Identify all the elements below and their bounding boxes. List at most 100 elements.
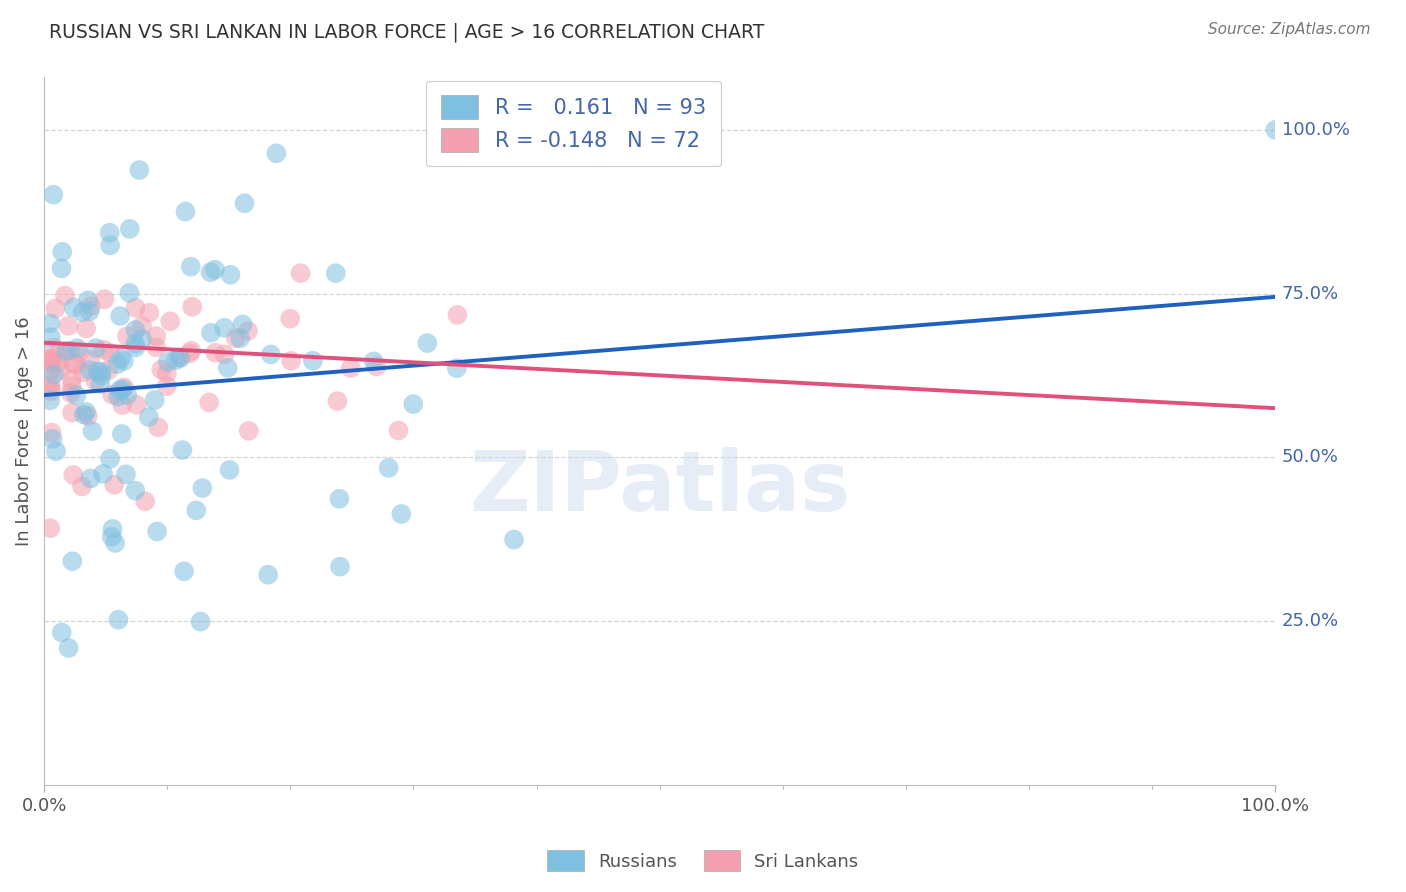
Point xyxy=(229,331,252,345)
Point xyxy=(225,331,247,345)
Point xyxy=(278,311,301,326)
Point xyxy=(329,559,352,574)
Point xyxy=(446,308,468,322)
Point xyxy=(266,146,288,161)
Point xyxy=(204,345,226,359)
Point xyxy=(190,615,212,629)
Point xyxy=(125,398,148,412)
Point xyxy=(115,329,138,343)
Point xyxy=(402,397,425,411)
Point xyxy=(98,238,121,252)
Point xyxy=(218,463,240,477)
Point xyxy=(115,388,138,402)
Point xyxy=(39,384,62,399)
Point xyxy=(79,471,101,485)
Point xyxy=(105,357,128,371)
Point xyxy=(39,353,62,368)
Point xyxy=(60,554,83,568)
Point xyxy=(232,318,254,332)
Point xyxy=(100,530,122,544)
Point xyxy=(416,336,439,351)
Point xyxy=(110,351,132,366)
Point xyxy=(53,288,76,302)
Point xyxy=(70,479,93,493)
Point xyxy=(217,360,239,375)
Point xyxy=(169,351,191,365)
Text: 100.0%: 100.0% xyxy=(1281,120,1350,139)
Point xyxy=(180,343,202,358)
Point xyxy=(39,381,62,395)
Point xyxy=(55,343,77,358)
Point xyxy=(42,368,65,382)
Point xyxy=(138,410,160,425)
Point xyxy=(1264,123,1286,137)
Point xyxy=(150,362,173,376)
Point xyxy=(111,398,134,412)
Point xyxy=(89,376,111,391)
Point xyxy=(51,625,73,640)
Point xyxy=(112,380,135,394)
Point xyxy=(77,293,100,308)
Point xyxy=(41,425,63,440)
Point xyxy=(146,524,169,539)
Legend: R =   0.161   N = 93, R = -0.148   N = 72: R = 0.161 N = 93, R = -0.148 N = 72 xyxy=(426,81,721,167)
Point xyxy=(76,409,98,423)
Point xyxy=(200,326,222,340)
Point xyxy=(73,408,96,422)
Point xyxy=(98,451,121,466)
Point xyxy=(93,292,115,306)
Point xyxy=(200,265,222,279)
Point xyxy=(79,304,101,318)
Point xyxy=(87,364,110,378)
Text: 75.0%: 75.0% xyxy=(1281,285,1339,302)
Point xyxy=(503,533,526,547)
Point xyxy=(326,394,349,409)
Point xyxy=(44,301,66,316)
Point xyxy=(104,536,127,550)
Point xyxy=(93,343,115,357)
Point xyxy=(366,359,388,374)
Point xyxy=(48,345,70,359)
Point xyxy=(172,443,194,458)
Point xyxy=(111,426,134,441)
Point xyxy=(101,522,124,536)
Point xyxy=(186,503,208,517)
Point xyxy=(214,347,236,361)
Point xyxy=(49,363,72,377)
Point xyxy=(51,244,73,259)
Point xyxy=(198,395,221,409)
Point xyxy=(107,390,129,404)
Point xyxy=(62,357,84,371)
Point xyxy=(387,424,409,438)
Point xyxy=(145,329,167,343)
Point xyxy=(156,366,179,380)
Point xyxy=(65,357,87,371)
Text: ZIPatlas: ZIPatlas xyxy=(470,447,851,528)
Text: RUSSIAN VS SRI LANKAN IN LABOR FORCE | AGE > 16 CORRELATION CHART: RUSSIAN VS SRI LANKAN IN LABOR FORCE | A… xyxy=(49,22,765,42)
Point xyxy=(41,352,63,367)
Point xyxy=(39,364,62,378)
Point xyxy=(62,467,84,482)
Point xyxy=(107,613,129,627)
Legend: Russians, Sri Lankans: Russians, Sri Lankans xyxy=(540,843,866,879)
Point xyxy=(143,392,166,407)
Point xyxy=(39,356,62,370)
Point xyxy=(124,483,146,498)
Text: 50.0%: 50.0% xyxy=(1281,449,1339,467)
Point xyxy=(260,347,283,361)
Point xyxy=(39,351,62,366)
Point xyxy=(257,567,280,582)
Text: Source: ZipAtlas.com: Source: ZipAtlas.com xyxy=(1208,22,1371,37)
Point xyxy=(58,318,80,333)
Point xyxy=(180,260,202,274)
Point xyxy=(328,491,350,506)
Point xyxy=(238,424,260,438)
Point xyxy=(169,351,191,365)
Point xyxy=(138,306,160,320)
Point xyxy=(124,336,146,351)
Point xyxy=(118,285,141,300)
Point xyxy=(39,521,62,535)
Point xyxy=(118,222,141,236)
Point xyxy=(204,262,226,277)
Point xyxy=(91,467,114,481)
